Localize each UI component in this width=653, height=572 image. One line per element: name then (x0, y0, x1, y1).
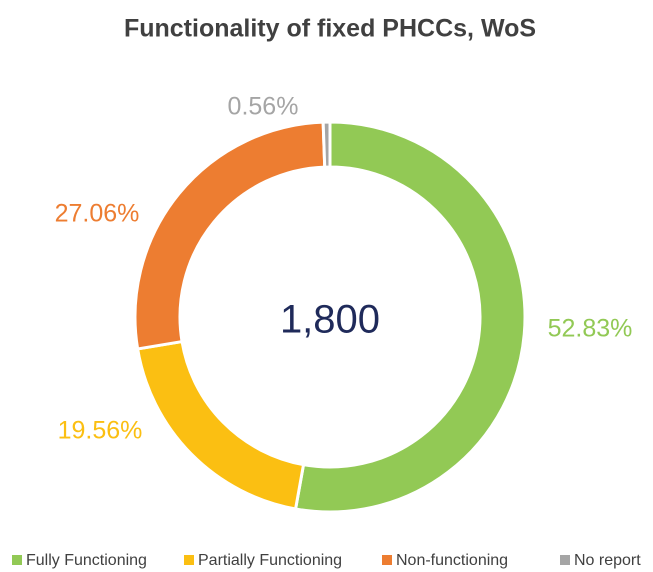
data-label: 19.56% (58, 417, 143, 445)
chart-title: Functionality of fixed PHCCs, WoS (124, 15, 536, 43)
data-label: 0.56% (228, 93, 299, 121)
legend-label: No report (574, 552, 641, 569)
legend-label: Partially Functioning (198, 552, 342, 569)
legend-swatch (382, 555, 392, 565)
legend-swatch (12, 555, 22, 565)
data-label: 52.83% (548, 315, 633, 343)
donut-segment (293, 120, 527, 514)
data-label: 27.06% (55, 200, 140, 228)
donut-segment (135, 339, 306, 511)
legend-swatch (560, 555, 570, 565)
donut-segment (321, 120, 332, 169)
center-text: 1,800 (280, 298, 380, 342)
legend-label: Fully Functioning (26, 552, 147, 569)
legend-swatch (184, 555, 194, 565)
legend-label: Non-functioning (396, 552, 508, 569)
